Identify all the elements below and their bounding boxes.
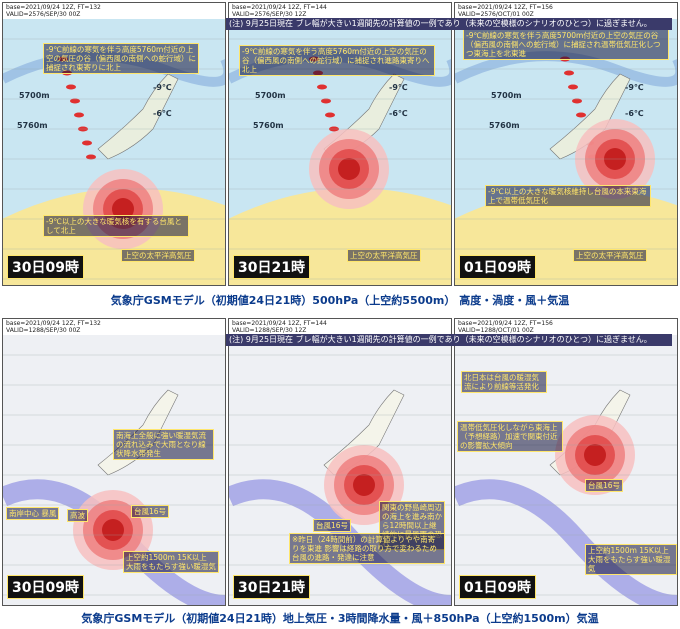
annotation: 高波 xyxy=(67,509,88,522)
panel-valid: VALID=1288/SEP/30 00Z xyxy=(6,327,81,334)
time-label: 30日21時 xyxy=(233,575,310,599)
map-panel: base=2021/09/24 12Z, FT=156 VALID=1288/OC… xyxy=(454,318,678,606)
map-art xyxy=(229,335,451,605)
map-panel: base=2021/09/24 12Z, FT=132 VALID=1288/SE… xyxy=(2,318,226,606)
annotation: 上空の太平洋高気圧 xyxy=(121,249,195,262)
panel-valid: VALID=1288/OCT/01 00Z xyxy=(458,327,534,334)
annotation: -9℃前線の寒気を伴う高度5760m付近の上空の気圧の谷（偏西風の南側への蛇行域… xyxy=(239,45,435,76)
time-label: 01日09時 xyxy=(459,255,536,279)
annotation: -9℃前線の寒気を伴う高度5700m付近の上空の気圧の谷（偏西風の南側への蛇行域… xyxy=(463,29,669,60)
annotation: 上空の太平洋高気圧 xyxy=(573,249,647,262)
annotation: 南海上全般に強い暖湿気流の流れ込みで大雨となり線状降水帯発生 xyxy=(113,429,214,460)
panel-valid: VALID=1288/SEP/30 12Z xyxy=(232,327,307,334)
map-panel: base=2021/09/24 12Z, FT=156 VALID=2576/OC… xyxy=(454,2,678,286)
map-panel: base=2021/09/24 12Z, FT=132 VALID=2576/SE… xyxy=(2,2,226,286)
annotation: 温帯低気圧化しながら東海上（予想経路）加速で関東付近の影響拡大傾向 xyxy=(457,421,563,452)
annotation: -9℃以上の大きな暖気核を有する台風として北上 xyxy=(43,215,189,237)
banner-note: (注) 9月25日現在 ブレ幅が大きい1週間先の計算値の一例であり（未来の空模様… xyxy=(226,334,672,346)
contour-label: -6℃ xyxy=(625,109,644,118)
annotation: -9℃以上の大きな暖気核維持し台風の本来東海上で温帯低気圧化 xyxy=(485,185,651,207)
annotation: 上空約1500m 15K以上 大雨をもたらす強い暖湿気 xyxy=(123,551,219,573)
contour-label: 5760m xyxy=(17,121,48,130)
panel-valid: VALID=2576/OCT/01 00Z xyxy=(458,11,534,18)
map-panel: base=2021/09/24 12Z, FT=144 VALID=1288/SE… xyxy=(228,318,452,606)
banner-note: (注) 9月25日現在 ブレ幅が大きい1週間先の計算値の一例であり（未来の空模様… xyxy=(226,18,672,30)
annotation: 上空の太平洋高気圧 xyxy=(347,249,421,262)
time-label: 30日21時 xyxy=(233,255,310,279)
panel-valid: VALID=2576/SEP/30 00Z xyxy=(6,11,81,18)
annotation: ※昨日（24時間前）の計算値よりやや南寄りを東進 影響は経路の取り方で変わるため… xyxy=(289,533,445,564)
contour-label: -6℃ xyxy=(389,109,408,118)
contour-label: -9℃ xyxy=(625,83,644,92)
panel-header: base=2021/09/24 12Z, FT=144 xyxy=(232,320,327,327)
annotation: 台風16号 xyxy=(585,479,624,492)
map-panel: base=2021/09/24 12Z, FT=144 VALID=2576/SE… xyxy=(228,2,452,286)
contour-label: 5760m xyxy=(253,121,284,130)
contour-label: 5700m xyxy=(491,91,522,100)
panel-header: base=2021/09/24 12Z, FT=144 xyxy=(232,4,327,11)
panel-header: base=2021/09/24 12Z, FT=132 xyxy=(6,320,101,327)
annotation: 上空約1500m 15K以上 大雨をもたらす強い暖湿気 xyxy=(585,544,677,575)
contour-label: 5760m xyxy=(489,121,520,130)
annotation: -9℃前線の寒気を伴う高度5760m付近の上空の気圧の谷（偏西風の南側への蛇行域… xyxy=(43,43,199,74)
contour-label: 5700m xyxy=(19,91,50,100)
time-label: 01日09時 xyxy=(459,575,536,599)
row-caption: 気象庁GSMモデル（初期値24日21時）500hPa（上空約5500m） 高度・… xyxy=(110,294,570,307)
contour-label: -6℃ xyxy=(153,109,172,118)
row-caption: 気象庁GSMモデル（初期値24日21時）地上気圧・3時間降水量・風＋850hPa… xyxy=(81,612,599,625)
annotation: 北日本は台風の暖湿気流により前線等活発化 xyxy=(461,371,547,393)
annotation: 台風16号 xyxy=(313,519,352,532)
annotation: 台風16号 xyxy=(131,505,170,518)
contour-label: 5700m xyxy=(255,91,286,100)
panel-header: base=2021/09/24 12Z, FT=156 xyxy=(458,4,553,11)
contour-label: -9℃ xyxy=(153,83,172,92)
panel-header: base=2021/09/24 12Z, FT=132 xyxy=(6,4,101,11)
annotation: 南岸中心 暴風 xyxy=(6,507,60,520)
panel-valid: VALID=2576/SEP/30 12Z xyxy=(232,11,307,18)
contour-label: -9℃ xyxy=(389,83,408,92)
time-label: 30日09時 xyxy=(7,255,84,279)
time-label: 30日09時 xyxy=(7,575,84,599)
panel-header: base=2021/09/24 12Z, FT=156 xyxy=(458,320,553,327)
